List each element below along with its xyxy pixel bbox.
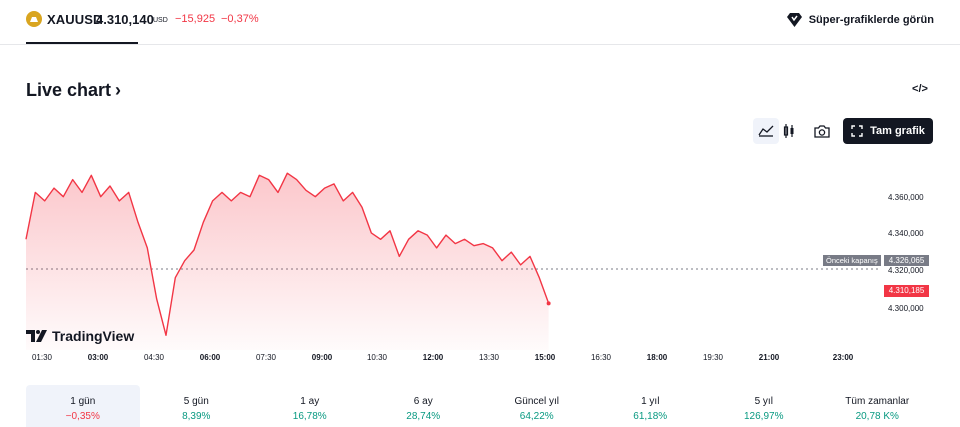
x-axis-tick-label: 07:30 (255, 353, 277, 362)
last-price-label: 4.310,185 (884, 285, 929, 297)
supercharts-link[interactable]: Süper-grafiklerde görün (786, 9, 934, 31)
x-axis-tick-label: 13:30 (478, 353, 500, 362)
x-axis-tick-label: 10:30 (366, 353, 388, 362)
period-button[interactable]: Tüm zamanlar 20,78 K% (821, 385, 935, 427)
symbol-change-percent: −0,37% (221, 13, 259, 25)
period-change-value: 64,22% (519, 411, 554, 422)
previous-close-value: 4.326,065 (884, 255, 929, 266)
x-axis-tick-label: 16:30 (590, 353, 612, 362)
period-label: 1 yıl (641, 396, 660, 407)
active-tab-indicator (26, 42, 138, 44)
x-axis-tick-label: 18:00 (646, 353, 668, 362)
fullscreen-icon (851, 125, 863, 137)
x-axis-tick-label: 19:30 (702, 353, 724, 362)
x-axis-tick-label: 09:00 (311, 353, 333, 362)
price-line (25, 172, 550, 336)
live-chart-label: Live chart (26, 80, 112, 100)
camera-icon (814, 124, 830, 138)
period-button[interactable]: 1 ay 16,78% (253, 385, 367, 427)
x-axis-tick-label: 23:00 (832, 353, 854, 362)
embed-code-button[interactable]: </> (912, 83, 928, 95)
period-selector: 1 gün −0,35% 5 gün 8,39% 1 ay 16,78% 6 ay 28,74… (26, 385, 934, 427)
period-button[interactable]: Güncel yıl 64,22% (480, 385, 594, 427)
area-chart-button[interactable] (753, 118, 779, 144)
area-chart-icon (758, 125, 774, 137)
period-button[interactable]: 5 gün 8,39% (140, 385, 254, 427)
x-axis-tick-label: 15:00 (534, 353, 556, 362)
symbol-name[interactable]: XAUUSD (47, 12, 103, 27)
period-button[interactable]: 1 yıl 61,18% (594, 385, 708, 427)
last-price-dot (546, 301, 551, 306)
y-axis-tick-label: 4.340,000 (888, 229, 924, 238)
supercharts-label: Süper-grafiklerde görün (808, 14, 934, 26)
period-change-value: −0,35% (65, 411, 100, 422)
period-change-value: 28,74% (406, 411, 441, 422)
gold-symbol-icon (26, 11, 42, 27)
candlestick-button[interactable] (781, 118, 797, 144)
period-label: 1 gün (70, 396, 96, 407)
period-label: 6 ay (413, 396, 433, 407)
y-axis-tick-label: 4.320,000 (888, 266, 924, 275)
symbol-header: XAUUSD 4.310,140 USD −15,925 −0,37% Süpe… (0, 0, 960, 42)
period-change-value: 126,97% (744, 411, 784, 422)
snapshot-button[interactable] (810, 118, 834, 144)
period-label: 5 gün (183, 396, 209, 407)
period-label: 5 yıl (754, 396, 773, 407)
fullscreen-chart-button[interactable]: Tam grafik (843, 118, 933, 144)
period-change-value: 16,78% (292, 411, 327, 422)
tradingview-logo[interactable]: TradingView (26, 328, 134, 344)
tradingview-logo-icon (26, 330, 47, 342)
supercharts-icon (786, 13, 802, 27)
x-axis-tick-label: 04:30 (143, 353, 165, 362)
x-axis-tick-label: 01:30 (31, 353, 53, 362)
period-change-value: 20,78 K% (855, 411, 899, 422)
previous-close-label: Önceki kapanış (823, 255, 881, 266)
period-button[interactable]: 1 gün −0,35% (26, 385, 140, 427)
period-label: 1 ay (300, 396, 320, 407)
header-divider (0, 44, 960, 45)
period-label: Tüm zamanlar (845, 396, 910, 407)
symbol-price: 4.310,140 (96, 12, 154, 27)
period-label: Güncel yıl (514, 396, 559, 407)
x-axis-tick-label: 03:00 (87, 353, 109, 362)
x-axis-tick-label: 06:00 (199, 353, 221, 362)
candlestick-icon (783, 124, 794, 138)
fullscreen-label: Tam grafik (870, 125, 925, 137)
price-chart[interactable] (0, 150, 960, 350)
x-axis-tick-label: 12:00 (422, 353, 444, 362)
period-change-value: 61,18% (633, 411, 668, 422)
period-change-value: 8,39% (182, 411, 211, 422)
symbol-currency: USD (153, 17, 168, 24)
period-button[interactable]: 5 yıl 126,97% (707, 385, 821, 427)
chevron-right-icon: › (115, 80, 122, 100)
x-axis-tick-label: 21:00 (758, 353, 780, 362)
tradingview-logo-text: TradingView (52, 328, 135, 344)
y-axis-tick-label: 4.300,000 (888, 304, 924, 313)
period-button[interactable]: 6 ay 28,74% (367, 385, 481, 427)
live-chart-title[interactable]: Live chart › (26, 80, 121, 101)
price-area-fill (26, 173, 549, 350)
symbol-change: −15,925 (175, 13, 216, 25)
y-axis-tick-label: 4.360,000 (888, 193, 924, 202)
